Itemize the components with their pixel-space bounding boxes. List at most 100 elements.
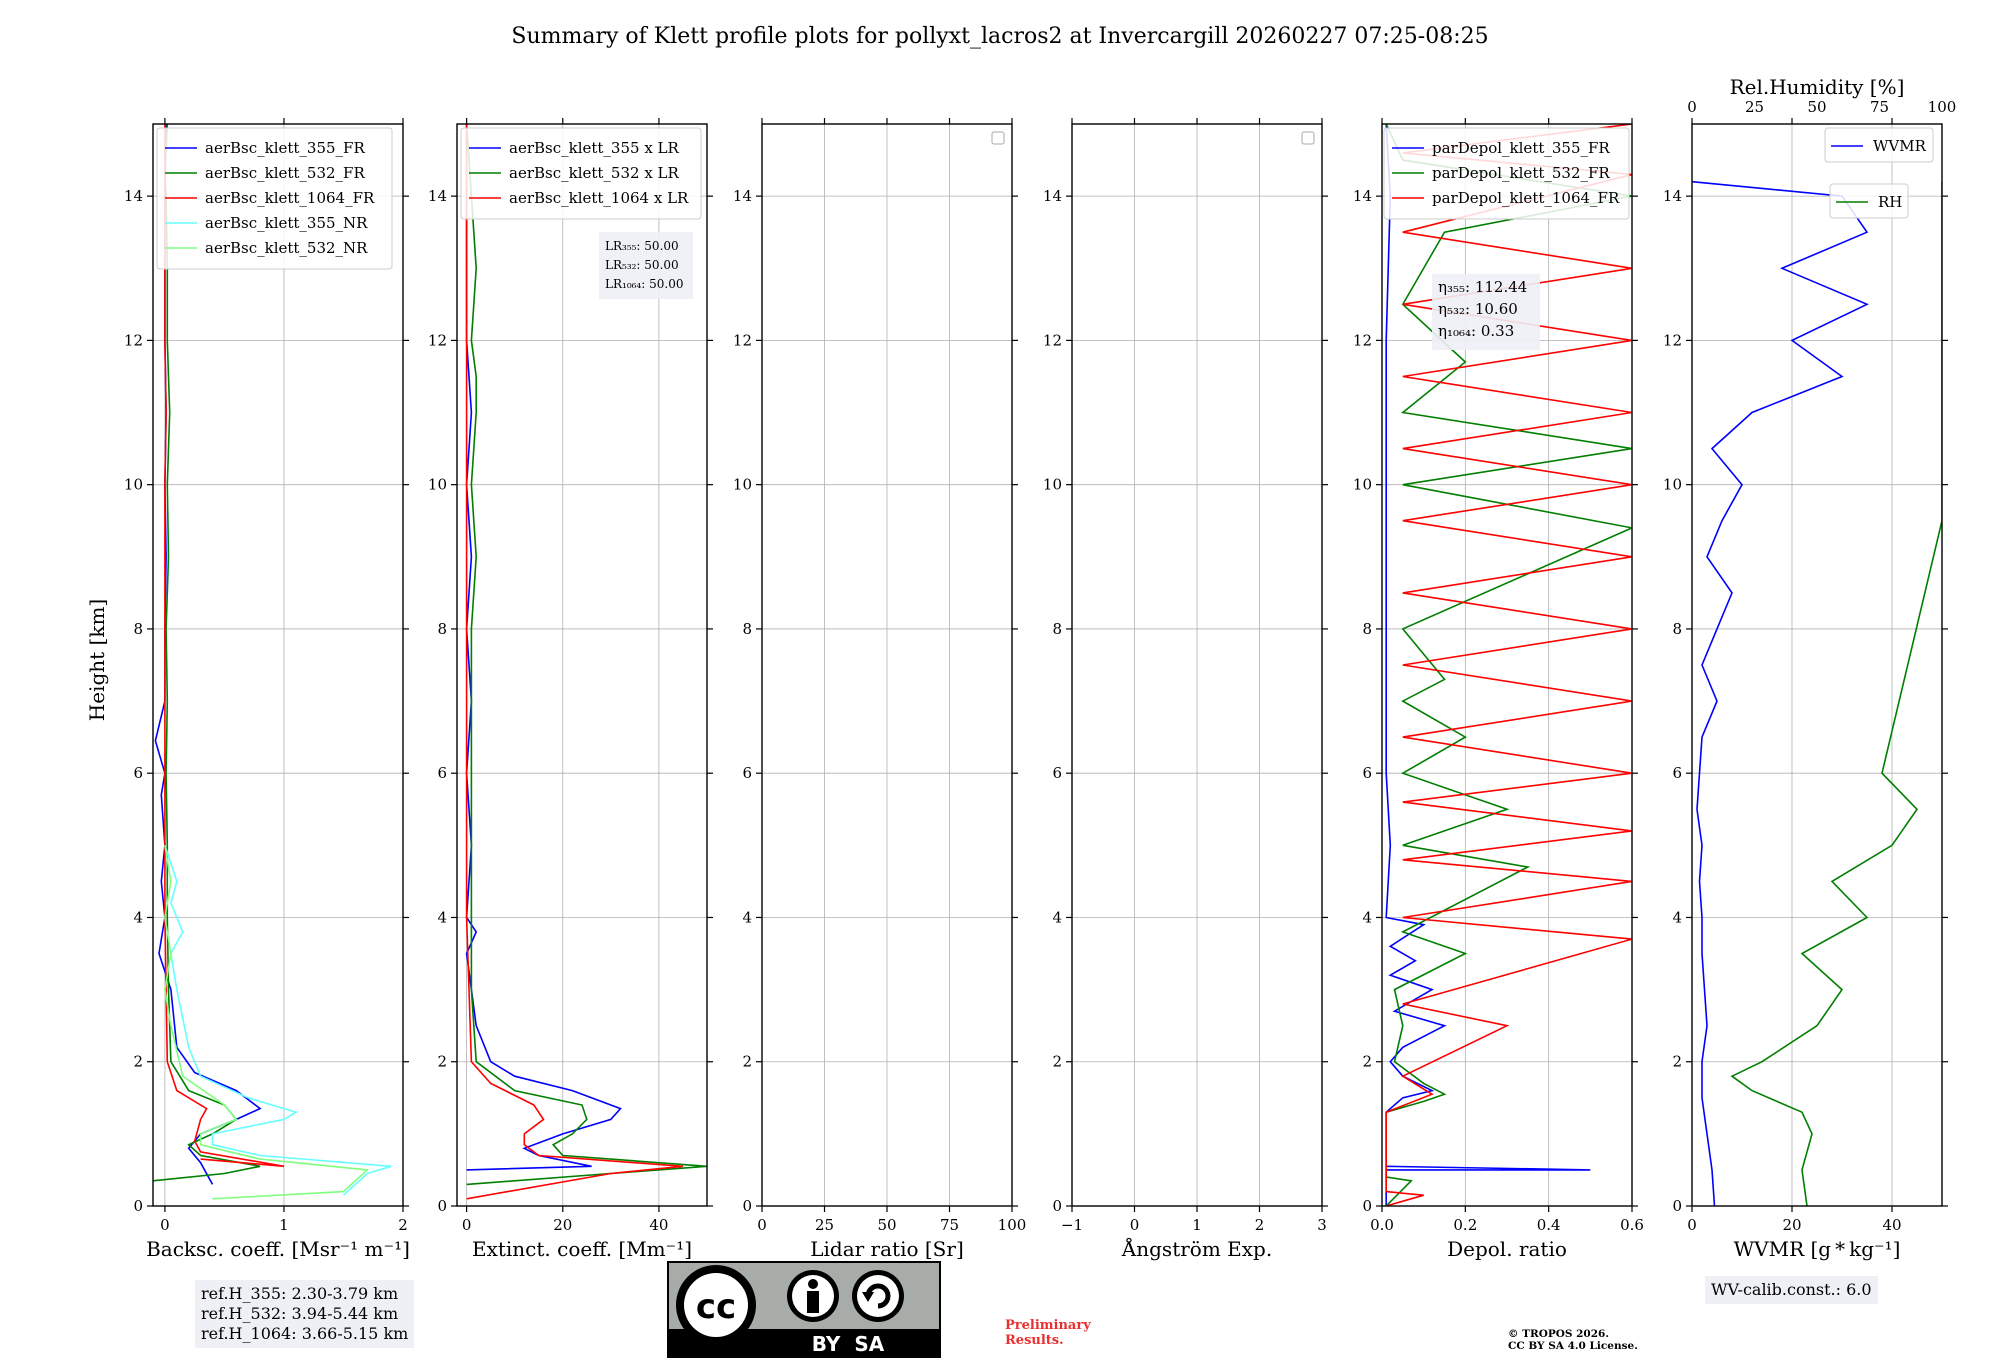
x-tick-label: 2 [1255, 1216, 1265, 1234]
annotation-background [1432, 274, 1540, 350]
panel-wvmr: 0 20 40 0 2 4 6 8 10 12 14 WVMR [g * kg⁻¹] 0 25 50 75 10… [1663, 75, 1956, 1261]
y-tick-label: 0 [1362, 1197, 1372, 1215]
y-tick-label: 14 [1043, 187, 1062, 205]
y-tick-label: 10 [1353, 476, 1372, 494]
info-line: © TROPOS 2026. [1508, 1328, 1610, 1340]
y-tick-label: 4 [742, 908, 752, 926]
y-tick-label: 12 [1353, 331, 1372, 349]
y-tick-label: 6 [437, 764, 447, 782]
annotation-line: η₃₅₅: 112.44 [1438, 278, 1527, 296]
y-tick-label: 2 [1362, 1053, 1372, 1071]
y-tick-label: 12 [124, 331, 143, 349]
cc-license-badge: cc BY SA [667, 1261, 941, 1358]
y-tick-label: 4 [133, 908, 143, 926]
x-tick-label: 0.4 [1537, 1216, 1561, 1234]
cc-badge-text: BY SA [812, 1332, 885, 1356]
y-tick-label: 2 [437, 1053, 447, 1071]
reference-height-box: ref.H_355: 2.30-3.79 km ref.H_532: 3.94-5… [195, 1280, 415, 1348]
y-tick-label: 6 [1672, 764, 1682, 782]
legend: aerBsc_klett_355 x LR aerBsc_klett_532 x … [460, 127, 702, 220]
wv-calib-box: WV-calib.const.: 6.0 [1705, 1276, 1878, 1304]
x-tick-label: 0.0 [1370, 1216, 1394, 1234]
x-axis-label: Depol. ratio [1447, 1237, 1567, 1261]
y-tick-label: 8 [742, 620, 752, 638]
y-tick-label: 0 [1672, 1197, 1682, 1215]
info-line: Results. [1005, 1333, 1064, 1348]
y-tick-label: 8 [1362, 620, 1372, 638]
legend-RH: RH [1829, 183, 1909, 219]
annotation-box: η₃₅₅: 112.44 η₅₃₂: 10.60 η₁₀₆₄: 0.33 [1432, 274, 1540, 350]
y-tick-label: 14 [124, 187, 143, 205]
y-tick-label: 10 [733, 476, 752, 494]
series-group [465, 124, 707, 1200]
info-line: ref.H_1064: 3.66-5.15 km [201, 1324, 409, 1343]
top-tick-label: 50 [1807, 98, 1826, 116]
x-axis-label: Ångström Exp. [1121, 1236, 1272, 1261]
legend-label: parDepol_klett_355_FR [1432, 139, 1610, 157]
y-tick-label: 6 [1362, 764, 1372, 782]
x-tick-label: 75 [940, 1216, 959, 1234]
y-tick-label: 2 [133, 1053, 143, 1071]
top-tick-label: 25 [1745, 98, 1764, 116]
info-line: ref.H_355: 2.30-3.79 km [201, 1284, 399, 1303]
legend: aerBsc_klett_355_FR aerBsc_klett_532_FRae… [156, 127, 393, 270]
y-tick-label: 8 [437, 620, 447, 638]
x-axis-label: WVMR [g * kg⁻¹] [1734, 1237, 1901, 1261]
empty-legend-box [1301, 131, 1315, 145]
y-tick-label: 0 [1052, 1197, 1062, 1215]
copyright-note: © TROPOS 2026. CC BY SA 4.0 License. [1508, 1328, 1638, 1352]
y-tick-label: 4 [1672, 908, 1682, 926]
y-tick-label: 0 [437, 1197, 447, 1215]
plot-frame [456, 123, 708, 1207]
plot-frame [1691, 123, 1943, 1207]
series-line-RH [1730, 181, 1942, 1206]
legend-label: RH [1878, 193, 1902, 211]
legend-label: aerBsc_klett_1064 x LR [509, 189, 689, 207]
annotation-box: LR₃₅₅: 50.00 LR₅₃₂: 50.00 LR₁₀₆₄: 50.00 [599, 232, 693, 299]
x-tick-label: 40 [649, 1216, 668, 1234]
x-axis-label: Extinct. coeff. [Mm⁻¹] [472, 1237, 692, 1261]
legend-box [156, 127, 393, 270]
x-tick-label: 25 [815, 1216, 834, 1234]
y-tick-label: 10 [1663, 476, 1682, 494]
x-tick-label: 100 [998, 1216, 1027, 1234]
panel-depol: 0.0 0.2 0.4 0.6 0 2 4 6 8 10 12 14 Depol. ratio parDe… [1353, 118, 1644, 1261]
legend-box [1383, 127, 1630, 220]
annotation-line: η₅₃₂: 10.60 [1438, 300, 1518, 318]
info-line: CC BY SA 4.0 License. [1508, 1340, 1638, 1352]
y-tick-label: 14 [1353, 187, 1372, 205]
panel-extinction: 0 20 40 0 2 4 6 8 10 12 14 Extinct. coeff. [Mm⁻¹] ae… [428, 118, 713, 1261]
info-line: Preliminary [1005, 1318, 1091, 1333]
y-tick-label: 4 [437, 908, 447, 926]
annotation-line: LR₅₃₂: 50.00 [605, 258, 679, 272]
y-tick-label: 2 [1052, 1053, 1062, 1071]
cc-icon [684, 1273, 748, 1337]
y-tick-label: 12 [733, 331, 752, 349]
info-line: WV-calib.const.: 6.0 [1711, 1280, 1872, 1299]
legend-label: aerBsc_klett_1064_FR [205, 189, 375, 207]
x-tick-label: 0 [757, 1216, 767, 1234]
legend-label: aerBsc_klett_355_NR [205, 214, 368, 232]
y-tick-label: 10 [428, 476, 447, 494]
legend-label: parDepol_klett_1064_FR [1432, 189, 1620, 207]
y-tick-label: 12 [1663, 331, 1682, 349]
y-tick-label: 0 [742, 1197, 752, 1215]
x-tick-label: 20 [1782, 1216, 1801, 1234]
legend-box [460, 127, 702, 220]
series-line-parDepol_klett_532_FR [1385, 124, 1632, 1206]
plot-frame [152, 123, 404, 1207]
y-tick-label: 10 [124, 476, 143, 494]
y-tick-label: 10 [1043, 476, 1062, 494]
x-tick-label: 0 [160, 1216, 170, 1234]
legend-label: parDepol_klett_532_FR [1432, 164, 1610, 182]
series-group [153, 124, 392, 1200]
y-tick-label: 8 [1672, 620, 1682, 638]
panel-lidar_ratio: 0 25 50 75 100 0 2 4 6 8 10 12 14 Lidar ratio [Sr] [733, 118, 1026, 1261]
series-line-aerBsc_klett_1064_FR [164, 124, 285, 1168]
y-tick-label: 14 [428, 187, 447, 205]
legend-label: aerBsc_klett_532_NR [205, 239, 368, 257]
y-tick-label: 14 [733, 187, 752, 205]
